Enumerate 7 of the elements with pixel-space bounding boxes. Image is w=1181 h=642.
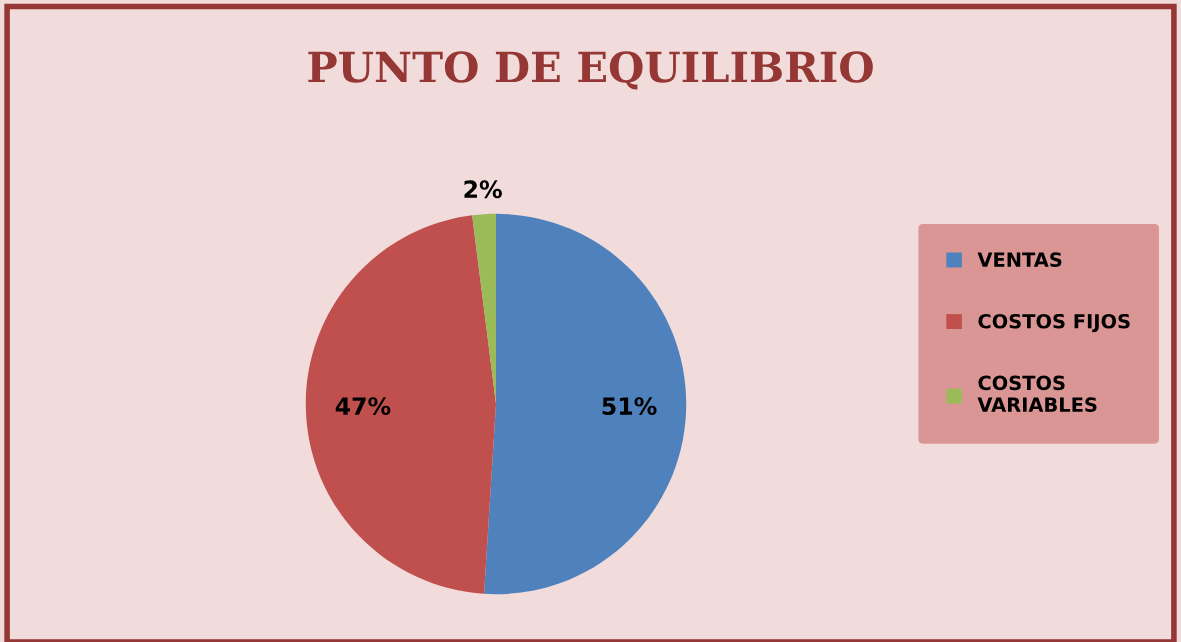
legend-label: VENTAS <box>977 252 1062 267</box>
legend-label: COSTOS VARIABLES <box>977 375 1097 412</box>
data-label: 51% <box>602 397 657 416</box>
data-label: 47% <box>335 397 391 416</box>
data-label: 2% <box>464 180 502 199</box>
legend-label: COSTOS FIJOS <box>978 313 1130 333</box>
chart-title: PUNTO DE EQUILIBRIO <box>308 51 873 90</box>
